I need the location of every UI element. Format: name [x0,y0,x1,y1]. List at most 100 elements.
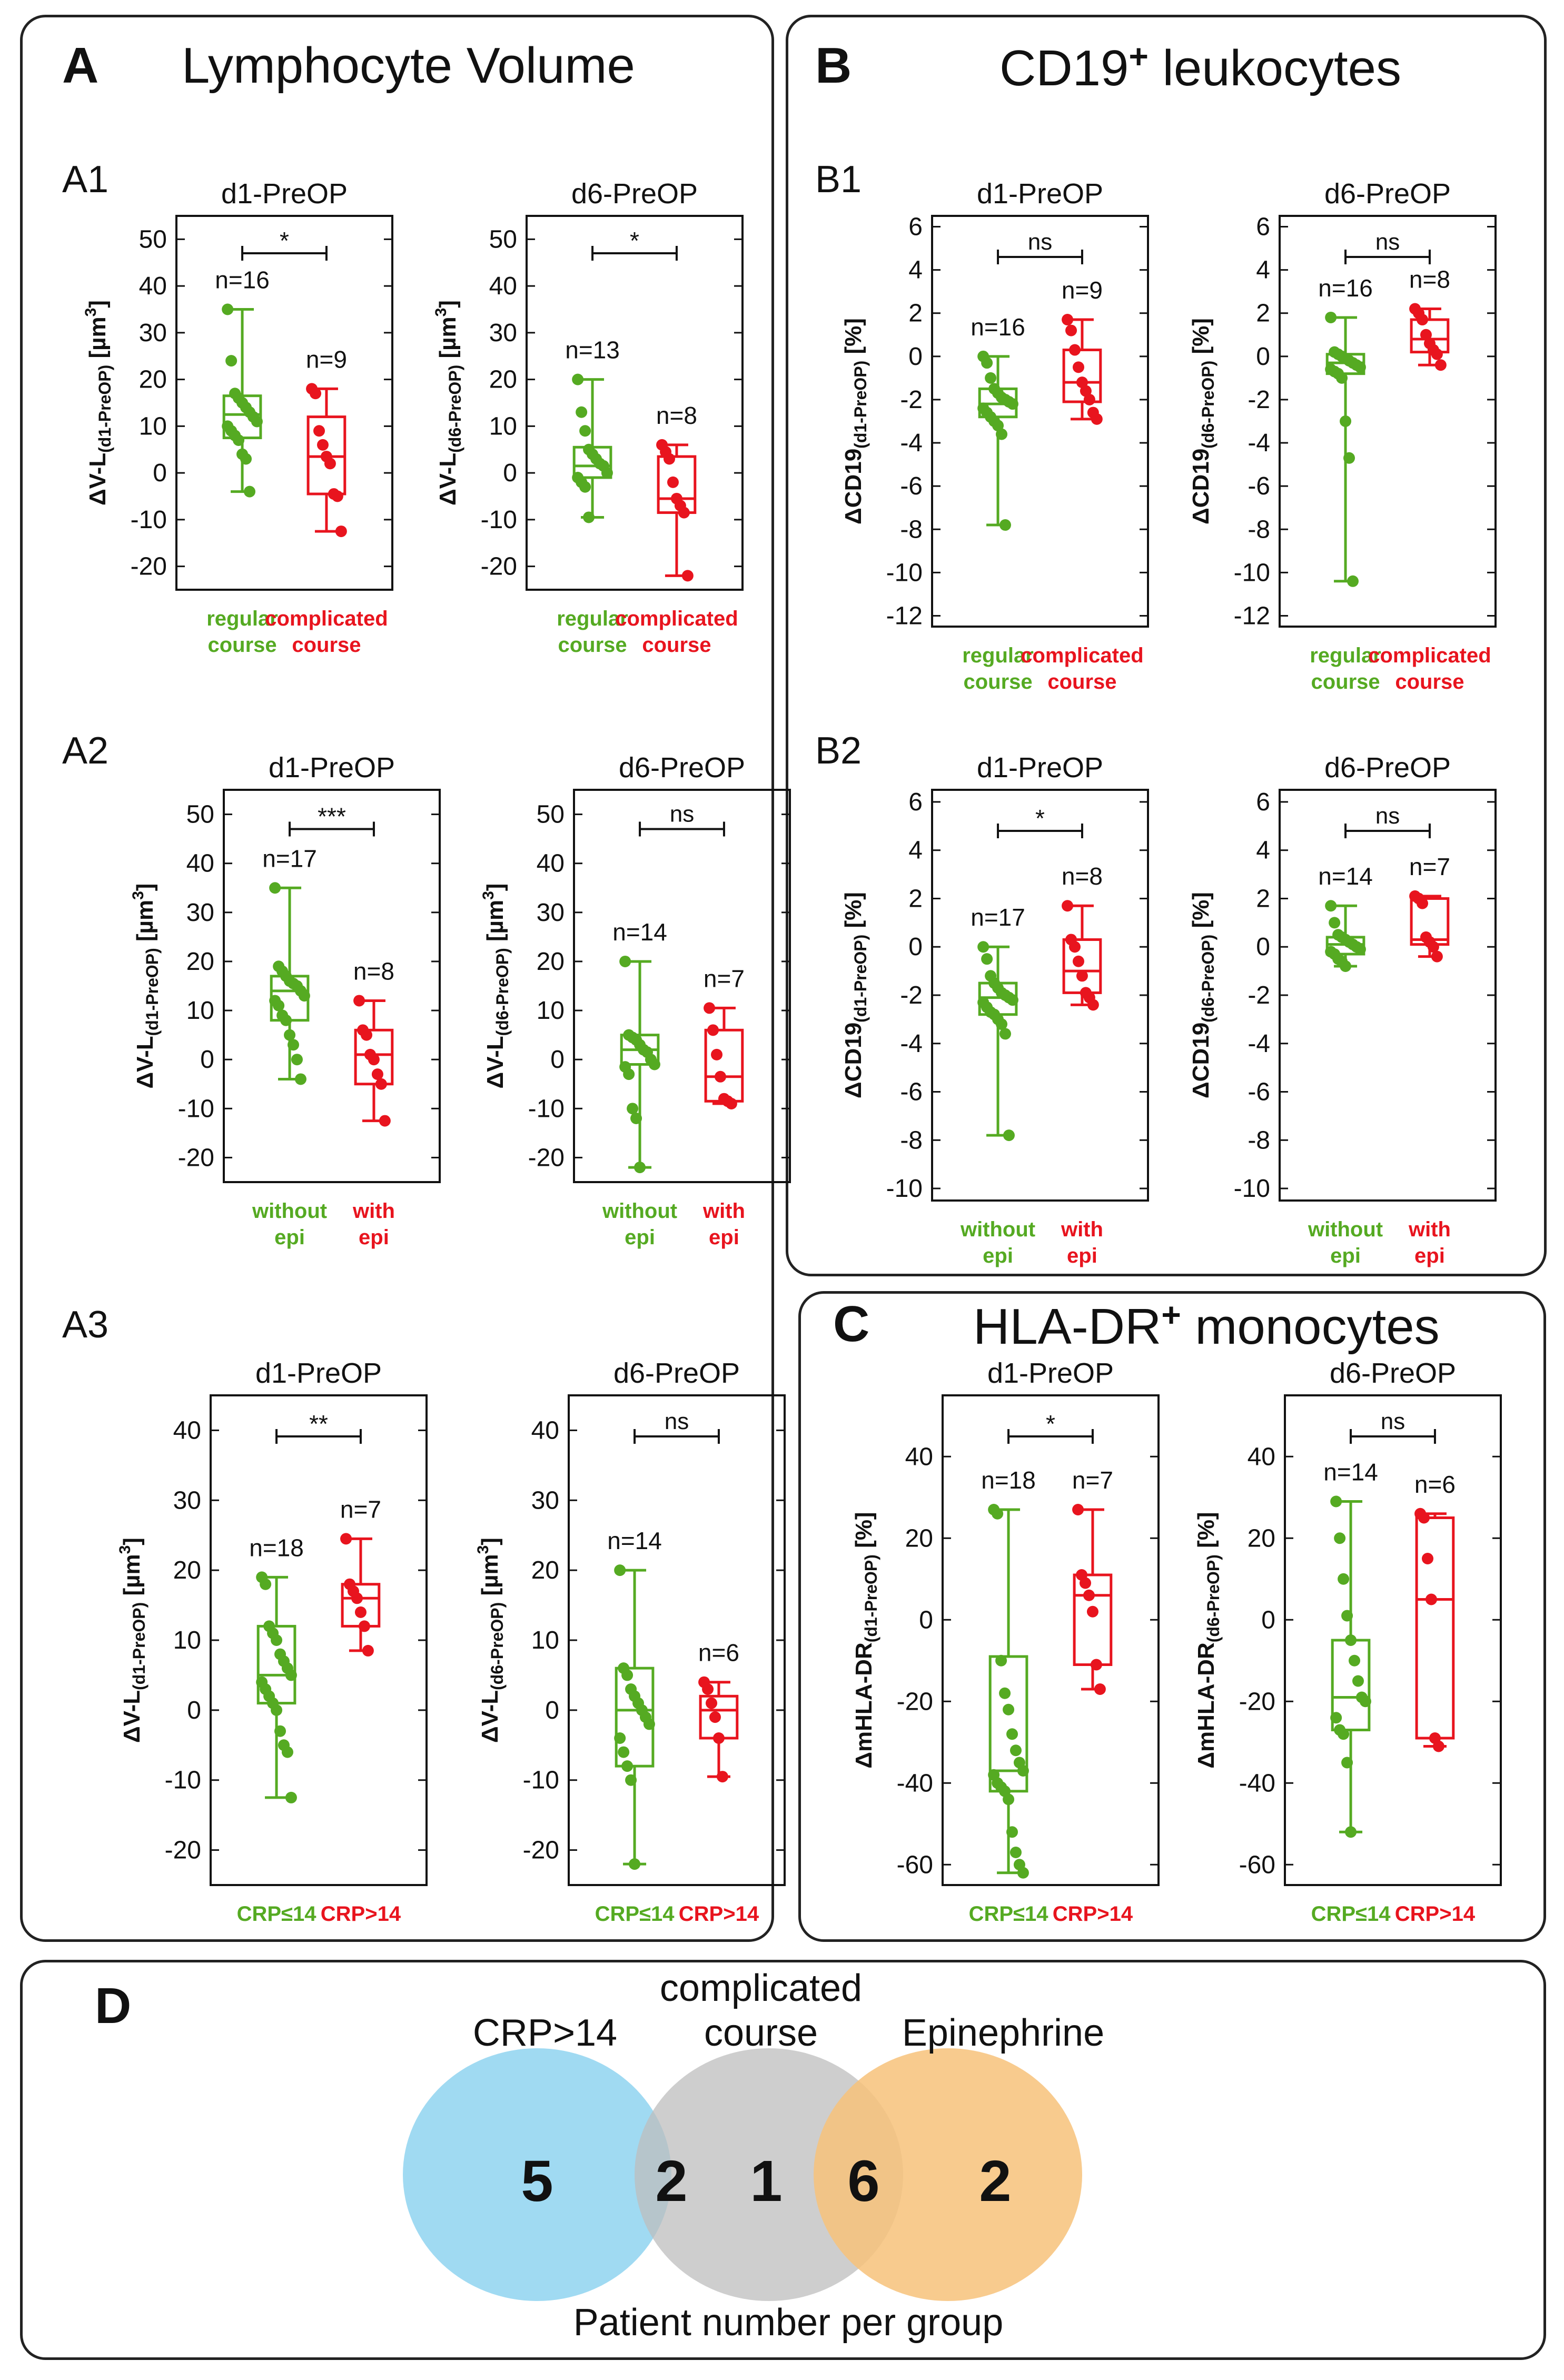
y-tick-label: 6 [908,788,923,816]
data-point [583,511,595,523]
panel-b-frame [786,15,1547,1276]
data-point [280,1014,292,1026]
chart-title: d1-PreOP [221,178,348,210]
y-tick-label: 40 [173,1416,201,1444]
significance-label: ns [1381,1409,1405,1434]
data-point [340,1533,352,1545]
data-point [725,1098,737,1109]
data-point [1341,1757,1353,1769]
data-point [1080,385,1092,397]
y-tick-label: -6 [1248,1078,1270,1106]
y-tick-label: -6 [900,1078,923,1106]
box-group-green: n=17 without epi [960,904,1035,1267]
y-tick-label: 20 [489,366,517,394]
data-point [981,953,993,965]
y-tick-label: -10 [523,1767,559,1794]
y-tick-label: -8 [1248,515,1270,543]
data-point [618,1746,630,1758]
y-tick-label: -10 [481,506,517,534]
data-point [1349,1654,1361,1667]
data-point [358,1620,370,1632]
data-point [1434,359,1447,371]
plot-frame [1279,215,1497,628]
significance-label: ns [1028,229,1052,255]
box [1415,1516,1455,1740]
panel-d-frame [20,1960,1546,2360]
data-point [1072,955,1084,967]
y-tick-label: 4 [908,256,923,284]
category-label-line2: course [207,633,276,657]
n-label: n=9 [1062,276,1103,304]
y-tick-label: 2 [908,885,923,913]
chart-title: d6-PreOP [571,178,698,210]
plot-frame [931,215,1149,628]
data-point [681,570,694,582]
data-point [1417,897,1429,909]
chart-title: d1-PreOP [977,752,1103,784]
significance-label: ns [665,1409,689,1434]
data-point [353,995,365,1007]
chart-title: d1-PreOP [269,752,395,784]
data-point [316,439,329,451]
significance-label: * [1035,805,1045,832]
box-group-green: n=18 CRP≤14 [969,1466,1049,1926]
panel-a-letter: A [62,37,99,94]
data-point [285,1669,297,1681]
significance-label: ** [309,1410,328,1437]
data-point [614,1732,626,1744]
plot-frame [175,215,393,591]
significance-label: ns [1375,803,1400,829]
significance-label: * [1046,1410,1055,1437]
box-group-green: n=16 regular course [962,313,1034,693]
y-tick-label: 30 [186,899,214,927]
n-label: n=6 [1414,1471,1456,1498]
data-point [1431,950,1443,963]
box-group-green: n=17 without epi [252,845,327,1249]
category-label-line2: epi [983,1244,1013,1267]
y-tick-label: 0 [187,1697,201,1724]
y-tick-label: 2 [1256,885,1270,913]
panel-a-title: Lymphocyte Volume [182,37,635,94]
box-group-red: n=7 CRP>14 [321,1495,401,1926]
data-point [1094,1683,1106,1695]
y-tick-label: 20 [537,948,565,976]
data-point [1340,960,1352,972]
y-tick-label: -20 [481,553,517,581]
category-label: with [1061,1218,1103,1241]
chart-a2b: -20 -10 0 10 20 30 40 50 d6-PreOP ΔV-L(d6-PreOP) … [480,752,791,1249]
data-point [285,1791,297,1803]
box-group-red: n=8 with epi [352,957,395,1249]
category-label: without [1308,1218,1383,1241]
data-point [1345,1826,1357,1838]
data-point [225,355,237,367]
category-label-line2: epi [1330,1244,1361,1267]
category-label-line2: course [1395,670,1464,693]
category-label: CRP>14 [1053,1902,1133,1926]
y-tick-label: 20 [173,1556,201,1584]
y-tick-label: 0 [908,343,923,371]
data-point [251,415,263,428]
data-point [1425,1593,1437,1605]
data-point [1338,1728,1350,1740]
n-label: n=8 [1062,862,1103,890]
category-label-line2: epi [274,1226,305,1249]
data-point [1076,970,1088,982]
data-point [634,1162,646,1174]
significance-label: ns [1375,229,1400,255]
plot-frame [210,1394,428,1886]
data-point [1418,1512,1430,1524]
y-axis-label: ΔmHLA-DR(d6-PreOP) [%] [1193,1512,1223,1768]
data-point [643,1718,655,1730]
data-point [260,1578,272,1590]
y-tick-label: 0 [503,459,517,487]
box-group-green: n=16 regular course [1310,274,1381,693]
data-point [273,999,285,1012]
box [704,1028,744,1103]
n-label: n=8 [1409,266,1450,293]
chart-title: d6-PreOP [1330,1357,1456,1389]
data-point [379,1115,391,1127]
y-tick-label: -8 [900,1126,923,1154]
y-tick-label: 10 [186,997,214,1025]
data-point [1062,314,1074,326]
y-axis-label: ΔV-L(d6-PreOP) [µm3] [480,884,512,1089]
